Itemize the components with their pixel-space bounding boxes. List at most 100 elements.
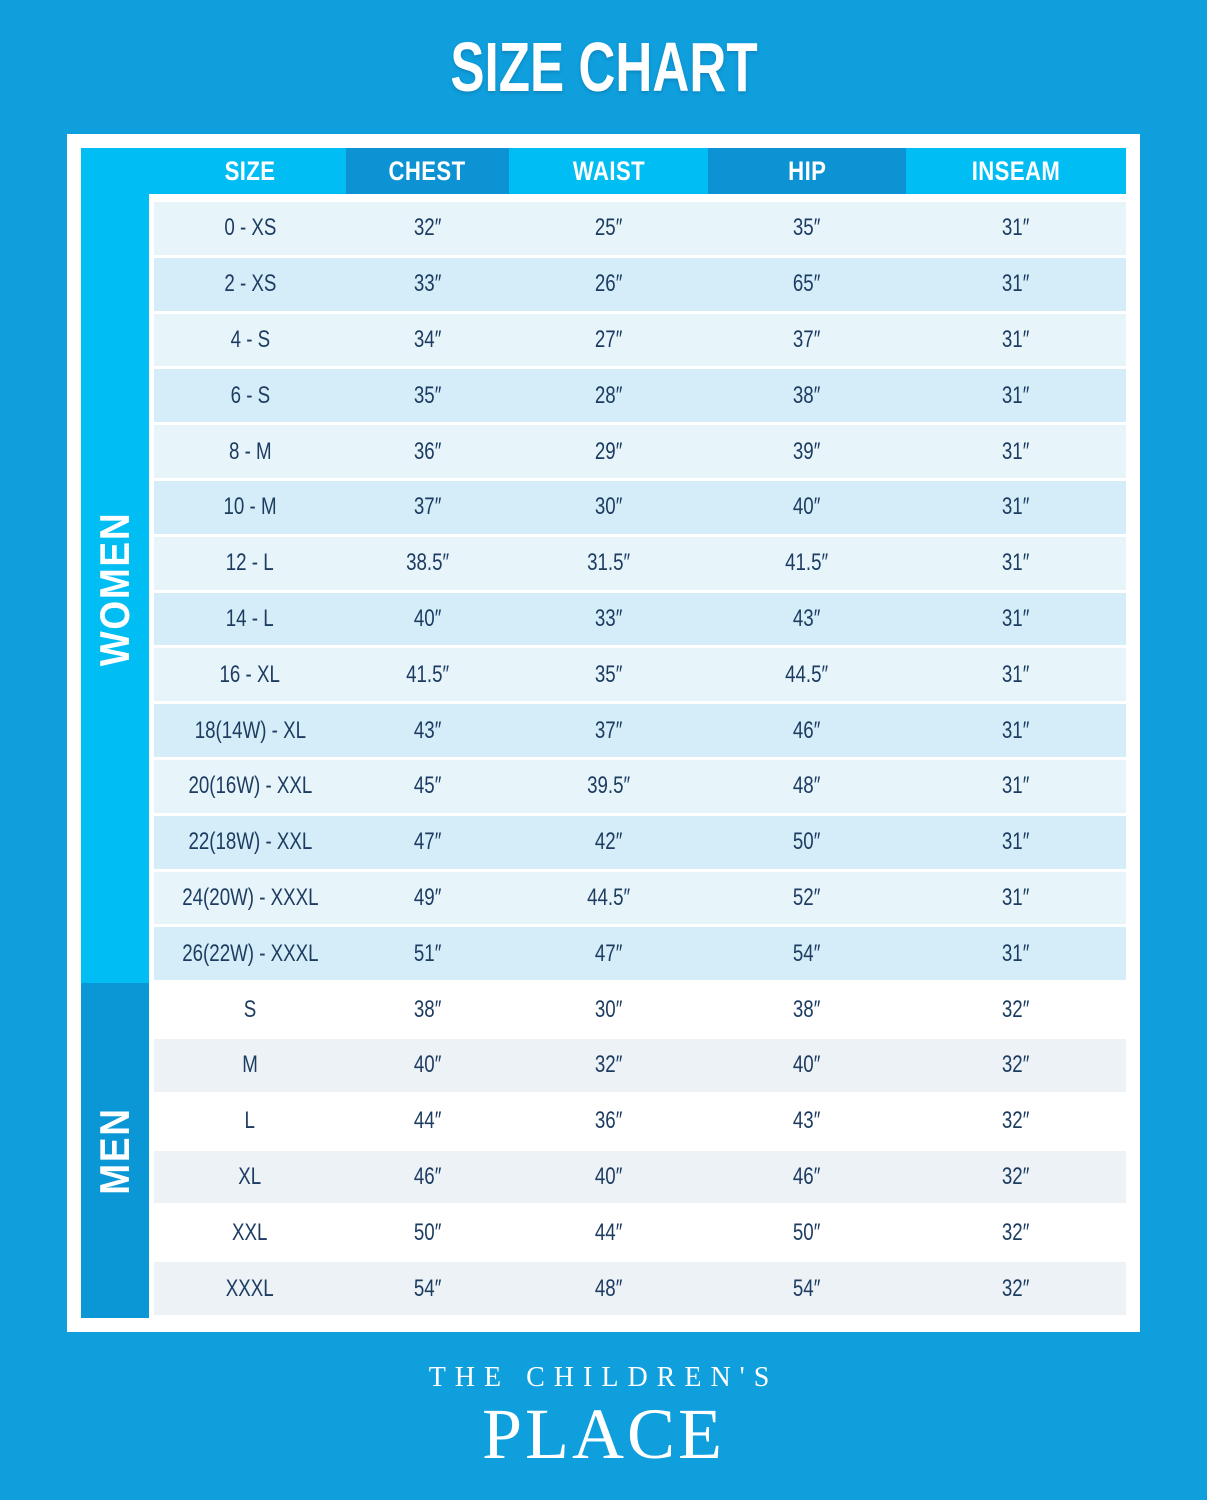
cell-waist-value: 44″ (594, 1218, 623, 1246)
cell-waist: 37″ (509, 704, 708, 757)
cell-size-value: 22(18W) - XXL (188, 828, 312, 856)
cell-size-value: 0 - XS (223, 214, 277, 242)
cell-waist-value: 26″ (594, 270, 623, 298)
cell-inseam: 31″ (906, 927, 1126, 981)
cell-inseam-value: 31″ (1002, 772, 1030, 800)
cell-hip: 46″ (708, 1150, 906, 1204)
cell-size-value: M (242, 1051, 258, 1079)
cell-chest: 54″ (346, 1262, 509, 1315)
cell-waist: 28″ (509, 369, 708, 423)
column-header-inseam: INSEAM (906, 148, 1126, 194)
cell-inseam: 31″ (906, 759, 1126, 813)
table-row: XXXL 54″ 48″ 54″ 32″ (154, 1262, 1126, 1315)
cell-size: 2 - XS (154, 257, 346, 311)
cell-inseam: 31″ (906, 704, 1126, 757)
cell-waist-value: 37″ (594, 716, 623, 744)
cell-hip-value: 54″ (793, 1274, 821, 1302)
cell-size-value: 26(22W) - XXXL (181, 939, 319, 967)
cell-hip: 35″ (708, 202, 906, 255)
cell-inseam: 31″ (906, 480, 1126, 534)
cell-size-value: S (243, 995, 257, 1023)
cell-chest-value: 49″ (413, 883, 442, 911)
cell-waist: 47″ (509, 927, 708, 981)
cell-size: 12 - L (154, 536, 346, 590)
cell-inseam: 31″ (906, 592, 1126, 646)
cell-inseam-value: 32″ (1002, 1218, 1030, 1246)
cell-size: 16 - XL (154, 648, 346, 702)
cell-chest: 36″ (346, 425, 509, 478)
cell-waist: 42″ (509, 815, 708, 869)
cell-hip-value: 52″ (793, 883, 821, 911)
cell-hip-value: 38″ (793, 995, 821, 1023)
cell-inseam-value: 32″ (1002, 1107, 1030, 1135)
cell-hip: 54″ (708, 927, 906, 981)
cell-size-value: XXXL (226, 1274, 274, 1302)
cell-inseam-value: 31″ (1002, 325, 1030, 353)
table-row: 16 - XL 41.5″ 35″ 44.5″ 31″ (154, 648, 1126, 702)
cell-inseam: 32″ (906, 1094, 1126, 1148)
brand-logo: THE CHILDREN'S PLACE (0, 1362, 1207, 1470)
cell-size: M (154, 1038, 346, 1092)
cell-hip-value: 40″ (793, 1051, 821, 1079)
cell-hip-value: 38″ (793, 381, 821, 409)
cell-inseam: 31″ (906, 369, 1126, 423)
cell-waist: 30″ (509, 983, 708, 1036)
cell-waist-value: 40″ (594, 1162, 623, 1190)
cell-chest-value: 44″ (413, 1107, 442, 1135)
table-row: 24(20W) - XXXL 49″ 44.5″ 52″ 31″ (154, 871, 1126, 925)
cell-chest: 40″ (346, 592, 509, 646)
cell-size: 0 - XS (154, 202, 346, 255)
cell-chest: 43″ (346, 704, 509, 757)
cell-inseam-value: 32″ (1002, 1051, 1030, 1079)
cell-chest: 47″ (346, 815, 509, 869)
cell-inseam-value: 31″ (1002, 549, 1030, 577)
cell-waist: 36″ (509, 1094, 708, 1148)
cell-hip: 43″ (708, 1094, 906, 1148)
cell-inseam: 31″ (906, 871, 1126, 925)
women-section-band: WOMEN (81, 194, 149, 983)
cell-waist-value: 42″ (594, 828, 623, 856)
cell-inseam-value: 32″ (1002, 995, 1030, 1023)
table-body: WOMEN MEN 0 - XS 32″ 25″ 35″ 31″ 2 - XS 33″ 26″… (81, 194, 1126, 1318)
column-header-chest-label: CHEST (388, 155, 467, 186)
cell-hip: 38″ (708, 369, 906, 423)
table-row: M 40″ 32″ 40″ 32″ (154, 1038, 1126, 1092)
cell-size: XXXL (154, 1262, 346, 1315)
cell-chest: 50″ (346, 1206, 509, 1260)
cell-chest-value: 45″ (413, 772, 442, 800)
cell-size: 6 - S (154, 369, 346, 423)
cell-chest-value: 36″ (413, 437, 442, 465)
cell-hip-value: 46″ (793, 1162, 821, 1190)
cell-inseam: 31″ (906, 815, 1126, 869)
cell-waist-value: 44.5″ (586, 883, 631, 911)
cell-waist-value: 48″ (594, 1274, 623, 1302)
cell-chest: 46″ (346, 1150, 509, 1204)
cell-chest-value: 47″ (413, 828, 442, 856)
cell-hip-value: 46″ (793, 716, 821, 744)
cell-waist: 26″ (509, 257, 708, 311)
cell-inseam: 31″ (906, 648, 1126, 702)
cell-chest: 51″ (346, 927, 509, 981)
cell-size: 26(22W) - XXXL (154, 927, 346, 981)
cell-hip: 43″ (708, 592, 906, 646)
table-row: 8 - M 36″ 29″ 39″ 31″ (154, 425, 1126, 478)
table-row: 0 - XS 32″ 25″ 35″ 31″ (154, 202, 1126, 255)
size-table: SIZE CHEST WAIST HIP INSEAM WOMEN MEN (67, 134, 1140, 1332)
cell-size: S (154, 983, 346, 1036)
cell-size-value: L (244, 1107, 256, 1135)
table-row: 2 - XS 33″ 26″ 65″ 31″ (154, 257, 1126, 311)
cell-size: 24(20W) - XXXL (154, 871, 346, 925)
cell-hip-value: 44.5″ (785, 660, 829, 688)
cell-waist-value: 27″ (594, 325, 623, 353)
cell-hip: 50″ (708, 815, 906, 869)
cell-chest-value: 41.5″ (405, 660, 450, 688)
cell-chest-value: 43″ (413, 716, 442, 744)
cell-waist-value: 25″ (594, 214, 623, 242)
table-row: 18(14W) - XL 43″ 37″ 46″ 31″ (154, 704, 1126, 757)
cell-inseam-value: 31″ (1002, 883, 1030, 911)
cell-waist-value: 31.5″ (586, 549, 631, 577)
cell-waist-value: 35″ (594, 660, 623, 688)
cell-inseam: 31″ (906, 313, 1126, 367)
column-header-size-label: SIZE (224, 155, 276, 186)
